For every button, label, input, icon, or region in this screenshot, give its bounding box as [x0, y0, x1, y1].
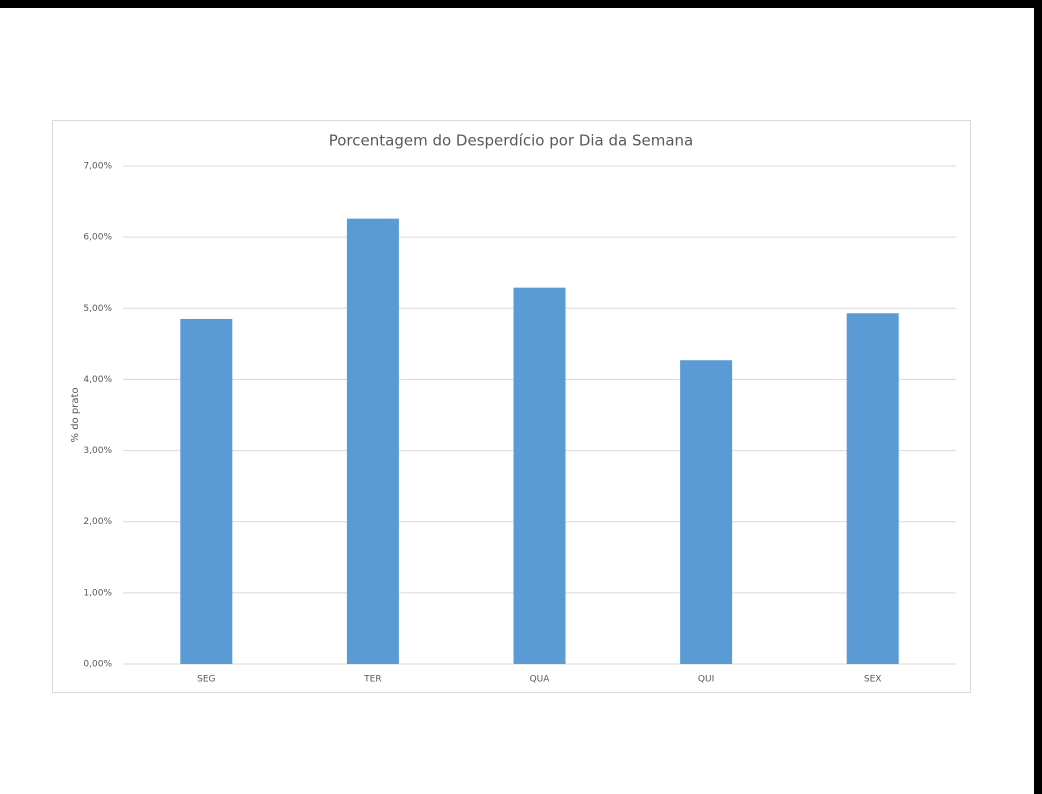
- y-tick-label: 2,00%: [83, 517, 112, 527]
- x-tick-label: QUA: [530, 675, 551, 685]
- y-tick-label: 3,00%: [83, 446, 112, 456]
- y-tick-label: 1,00%: [83, 588, 112, 598]
- chart-title: Porcentagem do Desperdício por Dia da Se…: [329, 132, 694, 150]
- bar: [846, 313, 899, 664]
- x-tick-label: TER: [363, 675, 381, 685]
- x-tick-label: QUI: [698, 675, 714, 685]
- y-tick-label: 7,00%: [83, 162, 112, 172]
- x-tick-label: SEX: [864, 675, 882, 685]
- bar: [680, 360, 733, 664]
- y-tick-label: 0,00%: [83, 660, 112, 670]
- right-border: [1034, 0, 1042, 794]
- y-tick-label: 4,00%: [83, 375, 112, 385]
- bar: [513, 287, 566, 664]
- y-tick-label: 5,00%: [83, 304, 112, 314]
- bar: [346, 218, 399, 664]
- bar: [180, 318, 233, 664]
- x-tick-label: SEG: [197, 675, 215, 685]
- top-border: [0, 0, 1042, 8]
- y-tick-label: 6,00%: [83, 233, 112, 243]
- y-axis-label: % do prato: [70, 388, 81, 443]
